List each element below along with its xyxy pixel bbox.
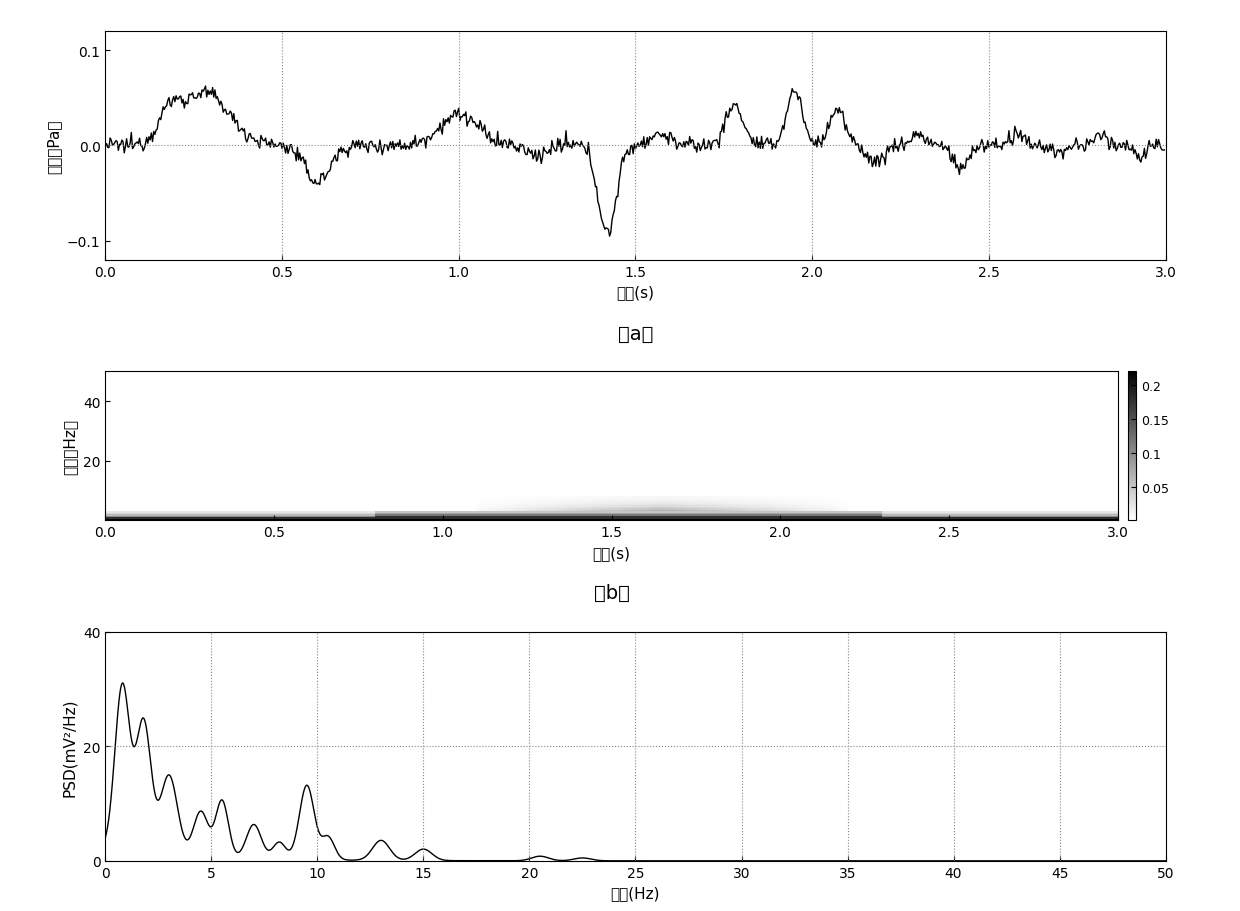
Text: （a）: （a） — [618, 325, 653, 343]
Text: （b）: （b） — [594, 583, 630, 602]
X-axis label: 时间(s): 时间(s) — [616, 285, 655, 300]
X-axis label: 时间(s): 时间(s) — [593, 545, 631, 560]
Y-axis label: 声压（Pa）: 声压（Pa） — [46, 119, 61, 174]
Y-axis label: PSD(mV²/Hz): PSD(mV²/Hz) — [62, 697, 77, 795]
X-axis label: 频率(Hz): 频率(Hz) — [611, 885, 660, 900]
Y-axis label: 频率（Hz）: 频率（Hz） — [62, 418, 77, 475]
